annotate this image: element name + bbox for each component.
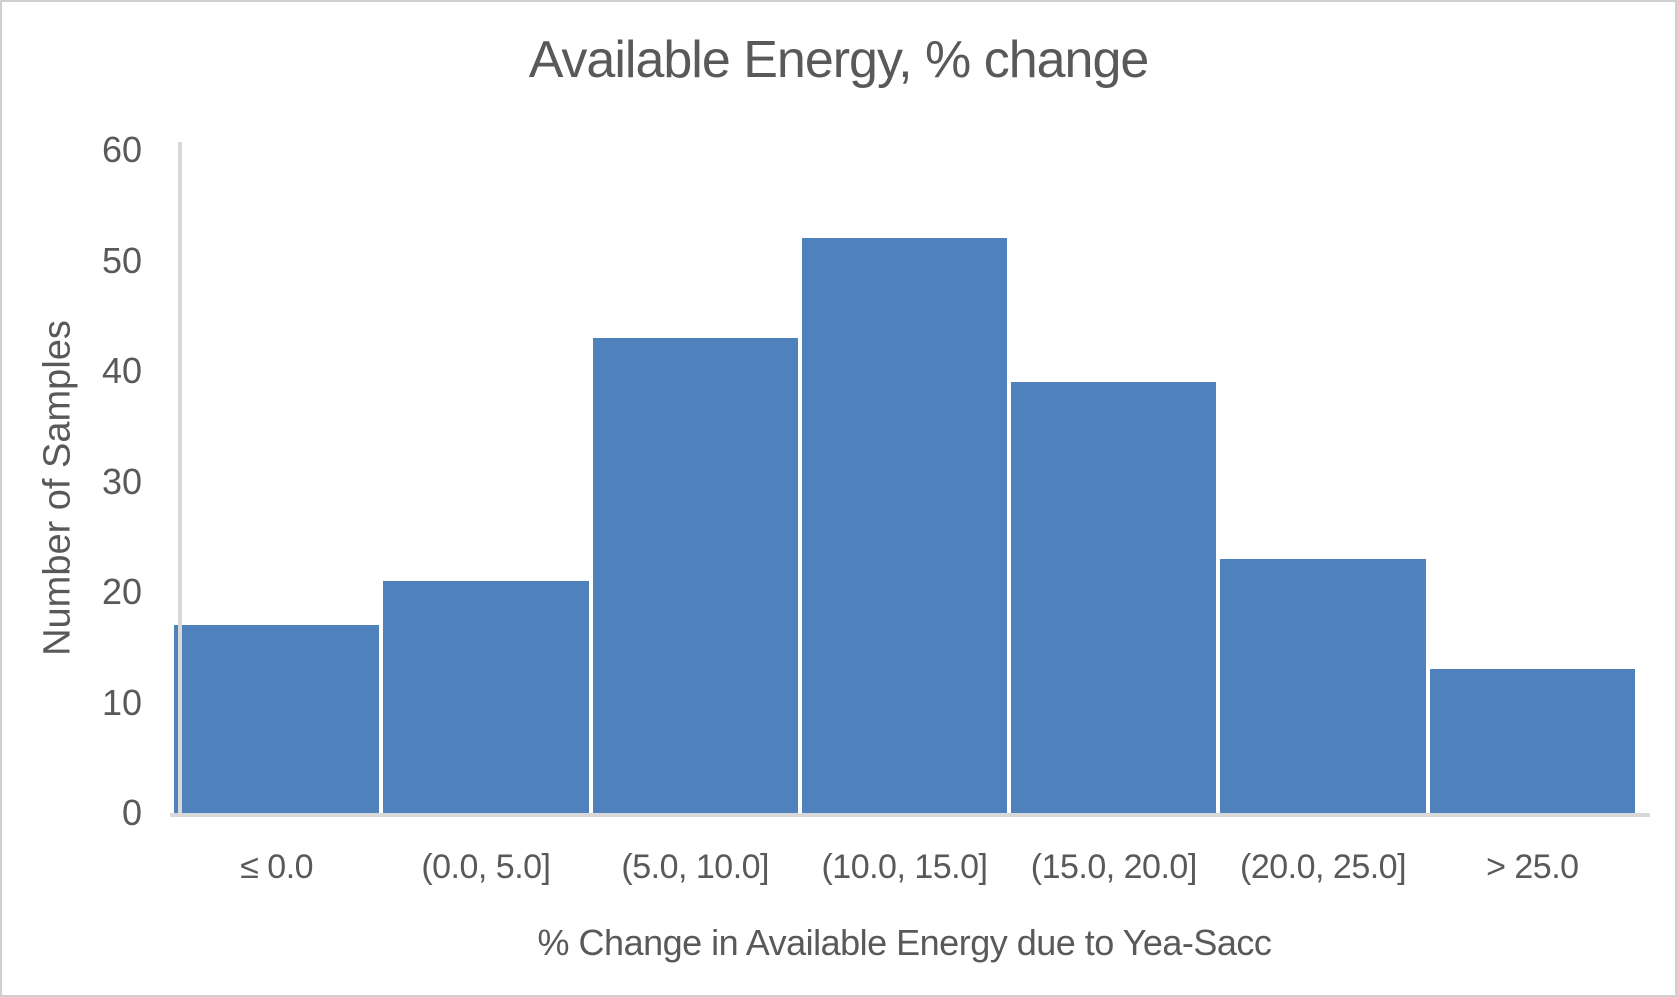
y-tick-label: 20	[101, 571, 142, 612]
y-tick-label: 30	[101, 460, 142, 502]
x-tick-label: (10.0, 15.0]	[821, 848, 988, 886]
x-axis-line	[170, 813, 1650, 817]
bar	[1429, 669, 1635, 813]
y-tick-label: 0	[121, 792, 142, 833]
bar	[801, 238, 1008, 813]
x-tick-label: (20.0, 25.0]	[1240, 848, 1407, 886]
y-tick-label: 40	[101, 350, 142, 391]
x-tick-label: (5.0, 10.0]	[621, 848, 769, 886]
x-tick-label: ≤ 0.0	[240, 848, 314, 886]
x-tick-label: (0.0, 5.0]	[421, 848, 551, 886]
y-axis-line	[178, 142, 182, 813]
y-tick-label: 50	[101, 239, 142, 281]
bar	[592, 337, 798, 813]
x-tick-label: > 25.0	[1486, 848, 1579, 886]
x-axis-title: % Change in Available Energy due to Yea-…	[537, 922, 1272, 963]
bar	[383, 580, 589, 813]
bar	[1220, 558, 1426, 813]
x-axis-tick-labels: ≤ 0.0 (0.0, 5.0] (5.0, 10.0] (10.0, 15.0] (1…	[174, 848, 1635, 887]
y-tick-label: 60	[101, 129, 142, 170]
plot-area	[174, 150, 1635, 813]
bar	[174, 625, 380, 813]
y-tick-label: 10	[101, 681, 142, 723]
x-tick-label: (15.0, 20.0]	[1030, 848, 1198, 886]
bar	[1011, 382, 1217, 813]
chart-title: Available Energy, % change	[528, 31, 1150, 89]
